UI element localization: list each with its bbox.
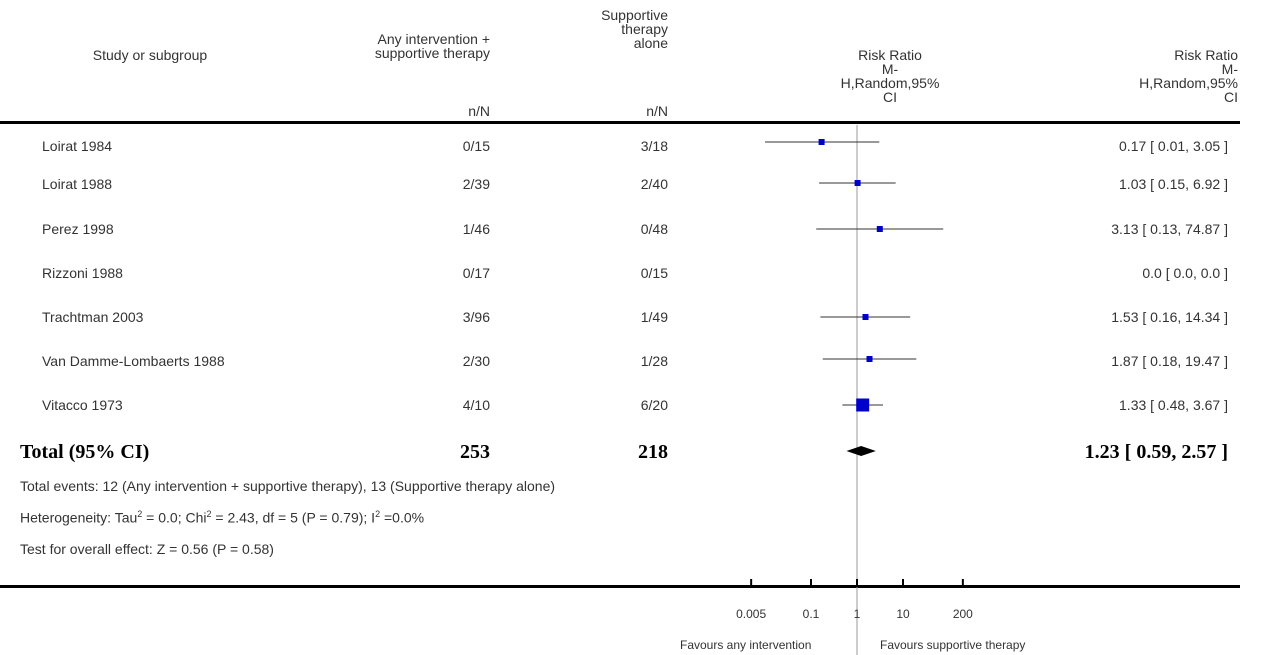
treatment-events: 3/96 [462,309,490,325]
control-events: 6/20 [640,397,668,413]
header-control-line2: therapy [621,21,668,37]
header-treatment-line1: Any intervention + [377,31,490,47]
effect-marker [856,398,870,412]
header-plot-line3: H,Random,95% [840,75,940,91]
effect-marker [866,356,873,362]
treatment-events: 2/30 [462,353,490,369]
total-treatment: 253 [460,441,490,463]
header-plot-line2: M- [881,61,899,77]
header-treatment: Any intervention + supportive therapy [300,32,490,60]
axis-tick-label: 10 [896,607,910,621]
control-events: 0/48 [640,221,668,237]
treatment-events: 0/17 [462,265,490,281]
study-name: Vitacco 1973 [42,397,123,413]
risk-ratio-text: 1.87 [ 0.18, 19.47 ] [1111,353,1228,369]
total-label: Total (95% CI) [20,441,150,463]
axis-tick-label: 0.005 [736,607,767,621]
risk-ratio-text: 1.53 [ 0.16, 14.34 ] [1111,309,1228,325]
header-rule [0,121,1240,124]
study-name: Loirat 1988 [42,176,113,192]
heterogeneity-prefix: Heterogeneity: Tau [20,509,138,526]
header-control-nN: n/N [646,103,668,119]
risk-ratio-text: 0.0 [ 0.0, 0.0 ] [1142,265,1228,281]
heterogeneity-note: Heterogeneity: Tau2 = 0.0; Chi2 = 2.43, … [20,509,424,526]
effect-marker [876,226,883,232]
favours-right-label: Favours supportive therapy [880,638,1026,652]
header-plot-line4: CI [883,89,897,105]
study-name: Perez 1998 [42,221,114,237]
control-events: 3/18 [640,138,668,154]
study-name: Loirat 1984 [42,138,113,154]
risk-ratio-text: 0.17 [ 0.01, 3.05 ] [1119,138,1228,154]
i-squared-sup: 2 [375,509,381,519]
treatment-events: 2/39 [462,176,490,192]
header-control-line1: Supportive [601,7,668,23]
header-treatment-nN: n/N [468,103,490,119]
effect-marker [854,180,861,186]
risk-ratio-text: 1.33 [ 0.48, 3.67 ] [1119,397,1228,413]
pooled-diamond [846,446,876,456]
header-treatment-line2: supportive therapy [374,45,490,61]
header-rr-line3: H,Random,95% [1139,75,1238,91]
header-plot-line1: Risk Ratio [858,47,922,63]
control-events: 1/49 [640,309,668,325]
study-name: Rizzoni 1988 [42,265,123,281]
axis-tick-label: 0.1 [802,607,820,621]
heterogeneity-mid1: = 0.0; Chi [142,509,207,526]
effect-marker [862,314,869,320]
control-events: 2/40 [640,176,668,192]
treatment-events: 4/10 [462,397,490,413]
header-rr-line1: Risk Ratio [1174,47,1238,63]
header-study: Study or subgroup [92,47,208,63]
tau-squared-sup: 2 [137,509,143,519]
study-name: Trachtman 2003 [42,309,144,325]
chi-squared-sup: 2 [206,509,212,519]
risk-ratio-text: 3.13 [ 0.13, 74.87 ] [1111,221,1228,237]
overall-effect-note: Test for overall effect: Z = 0.56 (P = 0… [20,541,274,557]
header-rr-line4: CI [1224,89,1238,105]
total-risk-ratio-text: 1.23 [ 0.59, 2.57 ] [1084,441,1228,463]
treatment-events: 0/15 [462,138,490,154]
control-events: 0/15 [640,265,668,281]
control-events: 1/28 [640,353,668,369]
axis-tick-label: 200 [952,607,973,621]
header-plot: Risk Ratio M- H,Random,95% CI [800,48,980,104]
favours-left-label: Favours any intervention [680,638,812,652]
header-rr: Risk Ratio M- H,Random,95% CI [1060,48,1238,104]
heterogeneity-end: =0.0% [380,509,425,526]
heterogeneity-mid2: = 2.43, df = 5 (P = 0.79); I [211,509,376,526]
effect-marker [818,139,825,145]
header-control-line3: alone [633,35,668,51]
header-rr-line2: M- [1221,61,1238,77]
header-control: Supportive therapy alone [520,8,668,50]
treatment-events: 1/46 [462,221,490,237]
risk-ratio-text: 1.03 [ 0.15, 6.92 ] [1119,176,1228,192]
total-control: 218 [638,441,668,463]
bottom-rule [0,585,1240,588]
total-events-note: Total events: 12 (Any intervention + sup… [20,478,556,494]
study-name: Van Damme-Lombaerts 1988 [42,353,225,369]
axis-tick-label: 1 [853,607,861,621]
